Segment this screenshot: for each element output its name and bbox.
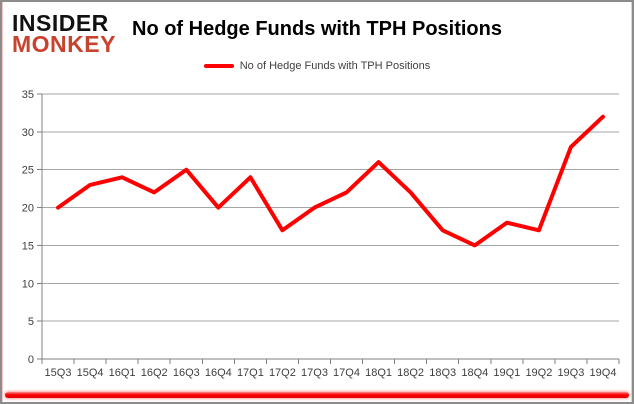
svg-text:16Q2: 16Q2 [141,367,168,379]
svg-text:17Q2: 17Q2 [269,367,296,379]
svg-text:18Q2: 18Q2 [397,367,424,379]
logo-monkey-text: MONKEY [12,31,116,58]
svg-text:30: 30 [22,127,34,139]
logo-insider-text: INSIDER [12,10,109,36]
svg-text:35: 35 [22,89,34,101]
svg-text:16Q3: 16Q3 [173,367,200,379]
legend: No of Hedge Funds with TPH Positions [2,60,632,72]
svg-text:18Q3: 18Q3 [429,367,456,379]
legend-label: No of Hedge Funds with TPH Positions [239,60,431,72]
svg-text:17Q4: 17Q4 [333,367,360,379]
svg-text:15Q4: 15Q4 [77,367,104,379]
svg-text:16Q4: 16Q4 [205,367,232,379]
chart-title: No of Hedge Funds with TPH Positions [132,18,502,40]
svg-text:20: 20 [22,203,34,215]
svg-text:15: 15 [22,240,34,252]
svg-text:19Q1: 19Q1 [493,367,520,379]
svg-text:18Q4: 18Q4 [461,367,488,379]
svg-text:10: 10 [22,278,34,290]
bottom-red-bar [5,392,629,398]
svg-text:18Q1: 18Q1 [365,367,392,379]
svg-text:19Q4: 19Q4 [590,367,617,379]
svg-text:19Q3: 19Q3 [557,367,584,379]
svg-text:25: 25 [22,165,34,177]
svg-text:17Q1: 17Q1 [237,367,264,379]
svg-text:0: 0 [28,354,34,366]
svg-text:5: 5 [28,316,34,328]
legend-line-swatch [203,64,234,68]
svg-text:15Q3: 15Q3 [45,367,72,379]
svg-text:16Q1: 16Q1 [109,367,136,379]
svg-text:17Q3: 17Q3 [301,367,328,379]
insider-monkey-logo: INSIDER MONKEY [12,10,116,58]
svg-text:19Q2: 19Q2 [525,367,552,379]
